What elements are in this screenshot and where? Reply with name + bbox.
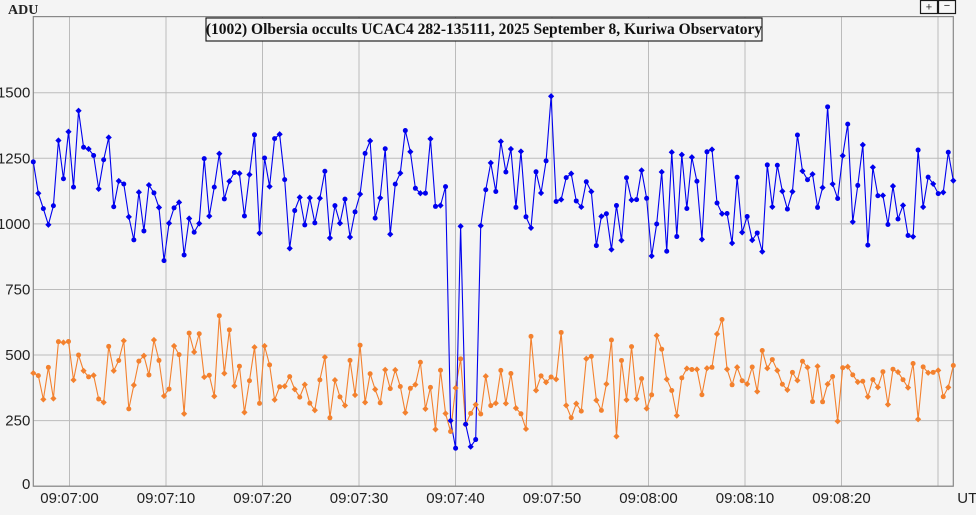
svg-text:09:07:40: 09:07:40 — [426, 490, 484, 507]
svg-text:1000: 1000 — [0, 216, 30, 233]
svg-text:(1002) Olbersia occults UCAC4: (1002) Olbersia occults UCAC4 282-135111… — [206, 21, 763, 38]
svg-text:1250: 1250 — [0, 150, 30, 167]
svg-text:09:08:10: 09:08:10 — [716, 490, 774, 507]
svg-text:09:07:50: 09:07:50 — [523, 490, 581, 507]
svg-text:09:07:20: 09:07:20 — [233, 490, 291, 507]
svg-text:09:07:00: 09:07:00 — [40, 490, 98, 507]
svg-text:09:08:00: 09:08:00 — [619, 490, 677, 507]
svg-text:250: 250 — [5, 413, 30, 430]
svg-text:+: + — [926, 2, 932, 14]
svg-text:500: 500 — [5, 347, 30, 364]
svg-text:750: 750 — [5, 281, 30, 298]
svg-text:UT: UT — [957, 490, 976, 507]
svg-text:09:08:20: 09:08:20 — [812, 490, 870, 507]
svg-text:1500: 1500 — [0, 85, 30, 102]
svg-text:09:07:30: 09:07:30 — [330, 490, 388, 507]
svg-text:09:07:10: 09:07:10 — [137, 490, 195, 507]
svg-text:−: − — [944, 0, 950, 12]
svg-text:ADU: ADU — [8, 3, 38, 18]
svg-text:0: 0 — [22, 476, 30, 493]
